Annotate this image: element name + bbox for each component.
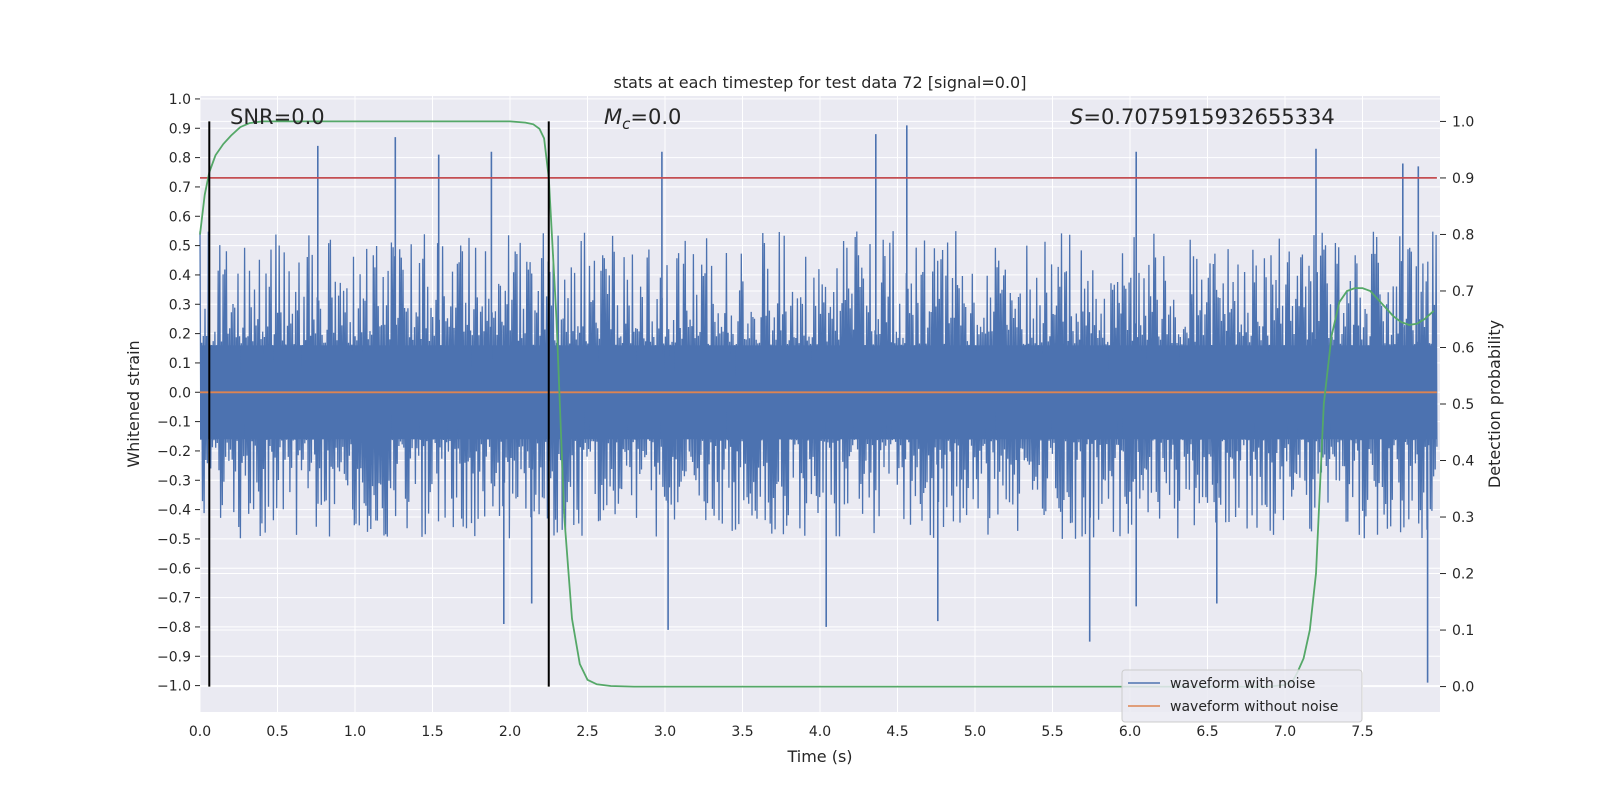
y2-tick-label: 0.1 (1452, 623, 1474, 639)
x-tick-label: 2.5 (576, 724, 598, 740)
mc-symbol: M (604, 105, 622, 129)
y-tick-label: −0.5 (157, 532, 191, 548)
y-tick-label: −0.8 (157, 620, 191, 636)
y-tick-label: −0.1 (157, 415, 191, 431)
x-tick-label: 7.0 (1274, 724, 1296, 740)
y-tick-label: −0.7 (157, 591, 191, 607)
x-tick-label: 3.5 (731, 724, 753, 740)
snr-annotation: SNR=0.0 (230, 105, 325, 129)
x-tick-label: 5.5 (1041, 724, 1063, 740)
x-tick-label: 4.0 (809, 724, 831, 740)
y-tick-label: 0.7 (169, 180, 191, 196)
legend-box (1121, 669, 1363, 723)
x-tick-label: 1.0 (344, 724, 366, 740)
y-tick-label: 0.0 (169, 385, 191, 401)
y-tick-label: −0.2 (157, 444, 191, 460)
y-tick-label: −0.3 (157, 473, 191, 489)
y2-axis-label: Detection probability (1485, 320, 1504, 488)
y-axis-label: Whitened strain (124, 340, 143, 467)
y-tick-label: 1.0 (169, 92, 191, 108)
x-tick-label: 1.5 (421, 724, 443, 740)
vertical-markers (208, 121, 550, 687)
y-tick-label: −0.9 (157, 649, 191, 665)
chart-title: stats at each timestep for test data 72 … (614, 73, 1027, 92)
series-lines (199, 120, 1437, 688)
y-tick-label: 0.3 (169, 297, 191, 313)
y2-tick-label: 0.3 (1452, 510, 1474, 526)
y-tick-label: 0.2 (169, 327, 191, 343)
y2-tick-label: 0.0 (1452, 680, 1474, 696)
noise-trace (199, 231, 1438, 539)
x-tick-label: 5.0 (964, 724, 986, 740)
y2-tick-label: 0.5 (1452, 397, 1474, 413)
mc-annotation: Mc=0.0 (604, 105, 681, 133)
y-tick-label: 0.6 (169, 209, 191, 225)
x-tick-label: 2.0 (499, 724, 521, 740)
detection-probability-line (199, 120, 1435, 688)
legend-label-noise: waveform with noise (1170, 676, 1315, 692)
y-tick-label: 0.8 (169, 151, 191, 167)
y2-tick-label: 0.7 (1452, 284, 1474, 300)
y-tick-label: 0.5 (169, 239, 191, 255)
x-tick-label: 6.5 (1196, 724, 1218, 740)
x-tick-label: 7.5 (1351, 724, 1373, 740)
s-value: =0.7075915932655334 (1083, 105, 1334, 129)
x-tick-label: 0.0 (189, 724, 211, 740)
x-axis-label: Time (s) (786, 747, 852, 766)
y-tick-label: −0.6 (157, 561, 191, 577)
legend: waveform with noise waveform without noi… (1121, 669, 1363, 723)
s-symbol: S (1070, 105, 1083, 129)
x-tick-label: 6.0 (1119, 724, 1141, 740)
legend-label-clean: waveform without noise (1170, 699, 1338, 715)
mc-value: =0.0 (630, 105, 681, 129)
y-tick-label: 0.9 (169, 121, 191, 137)
y-tick-label: 0.4 (169, 268, 191, 284)
y-axis-ticks: 1.0 0.9 0.8 0.7 0.6 0.5 0.4 0.3 0.2 0.1 0.0 −0.1 −0.… (157, 92, 200, 695)
y-tick-label: −1.0 (157, 679, 191, 695)
mc-subscript: c (622, 115, 631, 133)
y2-tick-label: 0.4 (1452, 454, 1474, 470)
y-tick-label: −0.4 (157, 503, 191, 519)
y2-tick-label: 0.2 (1452, 567, 1474, 583)
x-tick-label: 4.5 (886, 724, 908, 740)
y2-tick-label: 0.8 (1452, 227, 1474, 243)
y2-tick-label: 0.9 (1452, 171, 1474, 187)
x-tick-label: 3.0 (654, 724, 676, 740)
s-annotation: S=0.7075915932655334 (1070, 105, 1335, 129)
y-tick-label: 0.1 (169, 356, 191, 372)
x-tick-label: 0.5 (266, 724, 288, 740)
y2-axis-ticks: 1.0 0.9 0.8 0.7 0.6 0.5 0.4 0.3 0.2 0.1 0.0 (1440, 114, 1474, 696)
y2-tick-label: 1.0 (1452, 114, 1474, 130)
y2-tick-label: 0.6 (1452, 340, 1474, 356)
x-axis-ticks: 0.0 0.5 1.0 1.5 2.0 2.5 3.0 3.5 4.0 4.5 5.0 5.5 6.0 6… (189, 724, 1374, 740)
